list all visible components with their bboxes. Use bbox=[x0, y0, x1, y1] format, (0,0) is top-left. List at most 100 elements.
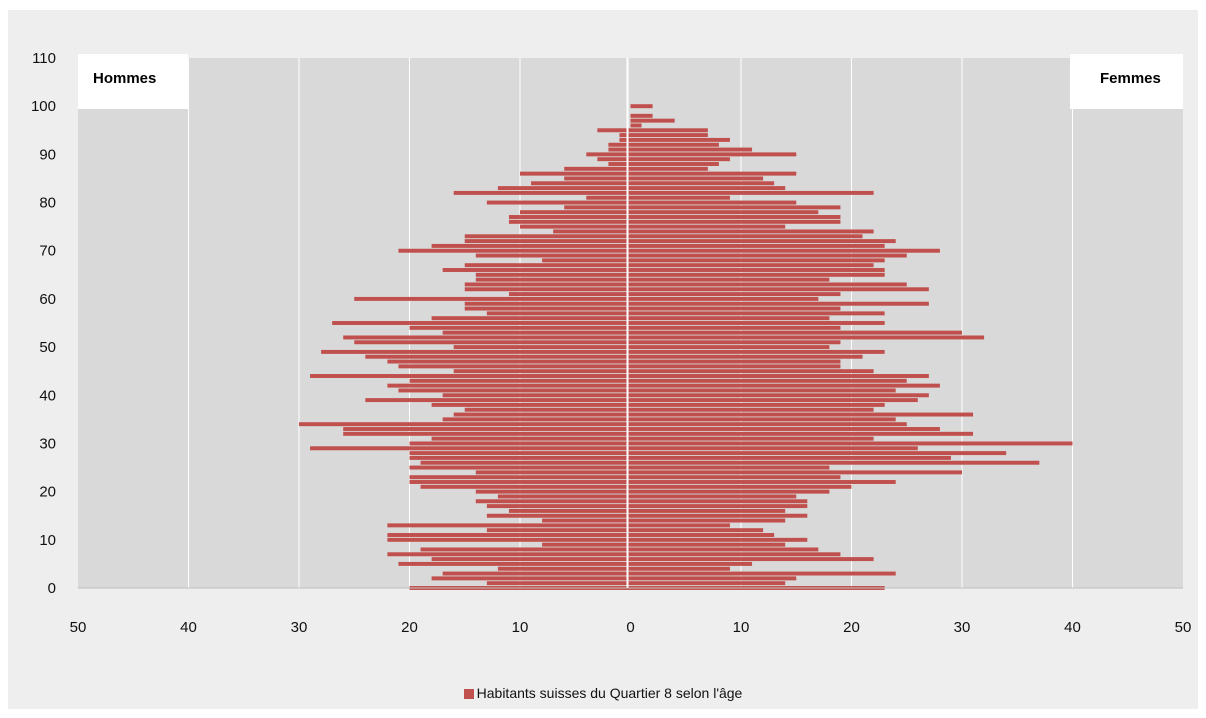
bar-femmes bbox=[630, 446, 918, 451]
y-tick-label: 100 bbox=[31, 98, 56, 115]
bar-femmes bbox=[630, 176, 764, 181]
bar-hommes bbox=[497, 186, 631, 191]
bar-femmes bbox=[630, 210, 819, 215]
bar-hommes bbox=[542, 542, 631, 547]
bar-hommes bbox=[464, 239, 631, 244]
bar-hommes bbox=[486, 311, 631, 316]
bar-hommes bbox=[409, 451, 631, 456]
bar-femmes bbox=[630, 465, 830, 470]
bar-hommes bbox=[343, 335, 631, 340]
bar-femmes bbox=[630, 287, 929, 292]
bar-hommes bbox=[542, 518, 631, 523]
bar-femmes bbox=[630, 475, 841, 480]
bar-femmes bbox=[630, 345, 830, 350]
bar-hommes bbox=[520, 224, 631, 229]
bar-femmes bbox=[630, 272, 885, 277]
bar-femmes bbox=[630, 349, 885, 354]
bar-femmes bbox=[630, 142, 719, 147]
y-tick-label: 70 bbox=[39, 243, 56, 260]
bar-femmes bbox=[630, 494, 797, 499]
y-tick-label: 110 bbox=[32, 50, 56, 67]
bar-femmes bbox=[630, 325, 841, 330]
bar-hommes bbox=[442, 330, 631, 335]
bar-femmes bbox=[630, 123, 642, 128]
bar-femmes bbox=[630, 219, 841, 224]
bar-hommes bbox=[431, 557, 631, 562]
bar-femmes bbox=[630, 239, 896, 244]
bar-hommes bbox=[365, 354, 631, 359]
bar-hommes bbox=[608, 142, 631, 147]
x-tick-label: 50 bbox=[70, 619, 87, 636]
bar-hommes bbox=[398, 364, 631, 369]
bar-femmes bbox=[630, 229, 874, 234]
bar-femmes bbox=[630, 489, 830, 494]
bar-hommes bbox=[497, 566, 631, 571]
bar-femmes bbox=[630, 335, 985, 340]
bar-hommes bbox=[475, 489, 631, 494]
bar-hommes bbox=[387, 552, 631, 557]
bar-hommes bbox=[420, 460, 631, 465]
bar-femmes bbox=[630, 190, 874, 195]
y-tick-label: 90 bbox=[39, 146, 56, 163]
bar-femmes bbox=[630, 581, 786, 586]
bar-femmes bbox=[630, 306, 841, 311]
bar-hommes bbox=[409, 475, 631, 480]
bar-hommes bbox=[442, 571, 631, 576]
bar-hommes bbox=[398, 248, 631, 253]
bar-femmes bbox=[630, 248, 940, 253]
bar-hommes bbox=[486, 581, 631, 586]
bar-hommes bbox=[442, 393, 631, 398]
bar-hommes bbox=[464, 407, 631, 412]
bar-femmes bbox=[630, 133, 708, 138]
bar-hommes bbox=[497, 494, 631, 499]
bar-hommes bbox=[398, 561, 631, 566]
bar-femmes bbox=[630, 460, 1040, 465]
bar-hommes bbox=[409, 455, 631, 460]
bar-hommes bbox=[387, 523, 631, 528]
bar-femmes bbox=[630, 566, 730, 571]
bar-hommes bbox=[464, 301, 631, 306]
bar-hommes bbox=[354, 340, 631, 345]
bar-hommes bbox=[619, 133, 631, 138]
bar-hommes bbox=[564, 166, 631, 171]
bar-hommes bbox=[453, 345, 631, 350]
bar-femmes bbox=[630, 417, 896, 422]
bar-hommes bbox=[365, 398, 631, 403]
bar-hommes bbox=[453, 190, 631, 195]
bar-hommes bbox=[586, 152, 631, 157]
y-tick-label: 10 bbox=[39, 532, 56, 549]
x-tick-label: 30 bbox=[291, 619, 308, 636]
bar-hommes bbox=[387, 359, 631, 364]
bar-femmes bbox=[630, 258, 885, 263]
bar-hommes bbox=[420, 484, 631, 489]
bar-femmes bbox=[630, 547, 819, 552]
bar-femmes bbox=[630, 321, 885, 325]
bar-femmes bbox=[630, 552, 841, 557]
bar-femmes bbox=[630, 253, 907, 258]
bar-hommes bbox=[343, 427, 631, 431]
bar-hommes bbox=[508, 292, 631, 297]
bar-hommes bbox=[486, 504, 631, 509]
bar-femmes bbox=[630, 152, 797, 157]
bar-hommes bbox=[398, 388, 631, 393]
bar-femmes bbox=[630, 412, 974, 417]
bar-hommes bbox=[564, 205, 631, 210]
bar-femmes bbox=[630, 162, 719, 166]
bar-femmes bbox=[630, 301, 929, 306]
bar-hommes bbox=[310, 374, 631, 378]
bar-femmes bbox=[630, 378, 907, 383]
femmes-label-box bbox=[1070, 54, 1183, 109]
bar-hommes bbox=[486, 513, 631, 518]
bar-hommes bbox=[409, 465, 631, 470]
bar-femmes bbox=[630, 268, 885, 272]
legend-label: Habitants suisses du Quartier 8 selon l'… bbox=[476, 685, 743, 701]
x-tick-label: 40 bbox=[180, 619, 197, 636]
bar-femmes bbox=[630, 137, 730, 142]
bar-hommes bbox=[542, 258, 631, 263]
bar-femmes bbox=[630, 104, 653, 109]
bar-femmes bbox=[630, 195, 730, 200]
bar-femmes bbox=[630, 311, 885, 316]
bar-femmes bbox=[630, 431, 974, 436]
bar-femmes bbox=[630, 215, 841, 219]
bar-hommes bbox=[464, 287, 631, 292]
